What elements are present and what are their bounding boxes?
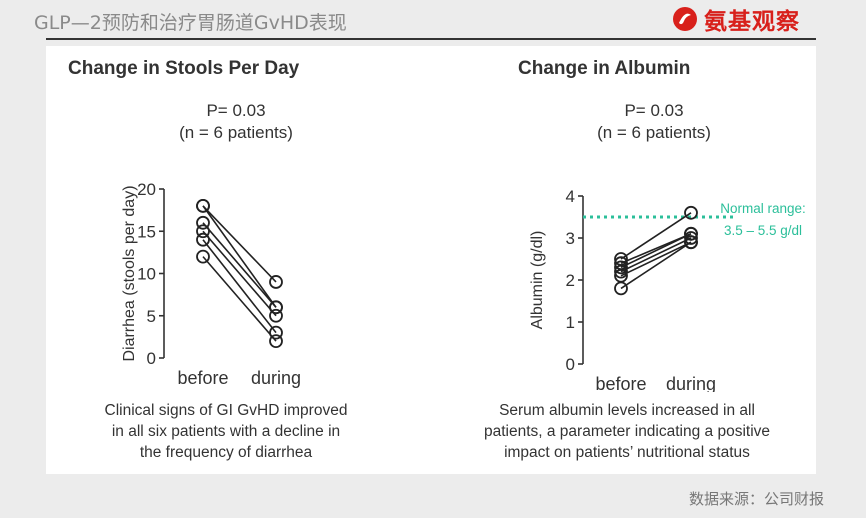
stools-x-tick-label: before xyxy=(177,368,228,388)
stools-chart: P= 0.03 (n = 6 patients) 0 5 10 15 20Diarrhea … xyxy=(121,101,301,388)
albumin-n-label: (n = 6 patients) xyxy=(597,123,711,142)
albumin-y-tick-label: 2 xyxy=(566,271,575,290)
stools-point-2-before xyxy=(196,215,210,230)
stools-series-line-4 xyxy=(202,239,277,334)
albumin-series-line-6 xyxy=(620,233,692,264)
albumin-p-value: P= 0.03 xyxy=(624,101,683,120)
albumin-point-5-during xyxy=(684,235,698,250)
left-chart-title: Change in Stools Per Day xyxy=(68,58,300,79)
stools-y-axis-label: Diarrhea (stools per day) xyxy=(121,185,138,361)
albumin-series-line-1 xyxy=(620,212,692,260)
albumin-chart: P= 0.03 (n = 6 patients) 0 1 2 3 4 Albumin (g/d… xyxy=(529,101,806,392)
albumin-point-6-during xyxy=(684,226,698,241)
stools-x-tick-label: during xyxy=(251,368,301,388)
stools-series-line-6 xyxy=(202,205,277,308)
albumin-point-6-before xyxy=(614,256,628,271)
albumin-y-tick-label: 0 xyxy=(566,355,575,374)
stools-n-label: (n = 6 patients) xyxy=(179,123,293,142)
stools-y-tick-label: 5 xyxy=(147,307,156,326)
albumin-series-line-5 xyxy=(620,241,692,290)
brand-logo-text: 氨基观察 xyxy=(704,9,800,35)
stools-point-3-before xyxy=(196,224,210,239)
stools-point-1-during xyxy=(269,275,283,289)
stools-point-5-during xyxy=(269,334,283,349)
brand-logo: 氨基观察 xyxy=(672,4,800,35)
brand-logo-icon xyxy=(673,7,697,31)
stools-series-line-2 xyxy=(202,222,277,308)
stools-y-tick-label: 15 xyxy=(137,222,156,241)
right-caption: Serum albumin levels increased in all pa… xyxy=(483,402,771,461)
figure-panel: Change in Stools Per Day Change in Album… xyxy=(46,46,816,474)
albumin-point-3-before xyxy=(614,264,628,279)
header-divider xyxy=(46,38,816,40)
left-caption: Clinical signs of GI GvHD improved in al… xyxy=(104,402,348,461)
stools-point-5-before xyxy=(196,249,210,264)
albumin-series-line-4 xyxy=(620,241,692,277)
stools-series-line-5 xyxy=(202,256,277,342)
albumin-y-axis-label: Albumin (g/dl) xyxy=(529,231,546,330)
albumin-point-5-before xyxy=(614,281,628,296)
albumin-y-tick-label: 3 xyxy=(566,229,575,248)
albumin-point-2-before xyxy=(614,260,628,275)
albumin-x-tick-label: during xyxy=(666,374,716,392)
albumin-reference-label: Normal range: xyxy=(720,201,806,216)
stools-y-tick-label: 20 xyxy=(137,180,156,199)
albumin-series-line-3 xyxy=(620,237,692,273)
stools-series-line-3 xyxy=(202,230,277,317)
albumin-x-tick-label: before xyxy=(595,374,646,392)
stools-y-tick-label: 10 xyxy=(137,265,156,284)
albumin-point-1-during xyxy=(684,205,698,220)
albumin-reference-label: 3.5 – 5.5 g/dl xyxy=(724,223,802,238)
stools-series-line-1 xyxy=(202,205,277,283)
stools-point-6-before xyxy=(196,199,210,213)
source-note: 数据来源：公司财报 xyxy=(688,490,824,508)
albumin-y-tick-label: 1 xyxy=(566,313,575,332)
stools-y-tick-label: 0 xyxy=(147,349,156,368)
stools-p-value: P= 0.03 xyxy=(206,101,265,120)
page-header-title: GLP—2预防和治疗胃肠道GvHD表现 xyxy=(34,12,347,34)
right-chart-title: Change in Albumin xyxy=(518,58,691,79)
stools-point-6-during xyxy=(269,300,283,315)
albumin-y-tick-label: 4 xyxy=(566,187,575,206)
stools-point-3-during xyxy=(269,308,283,323)
stools-point-4-during xyxy=(269,325,283,340)
albumin-point-3-during xyxy=(684,231,698,245)
stools-point-4-before xyxy=(196,232,210,247)
